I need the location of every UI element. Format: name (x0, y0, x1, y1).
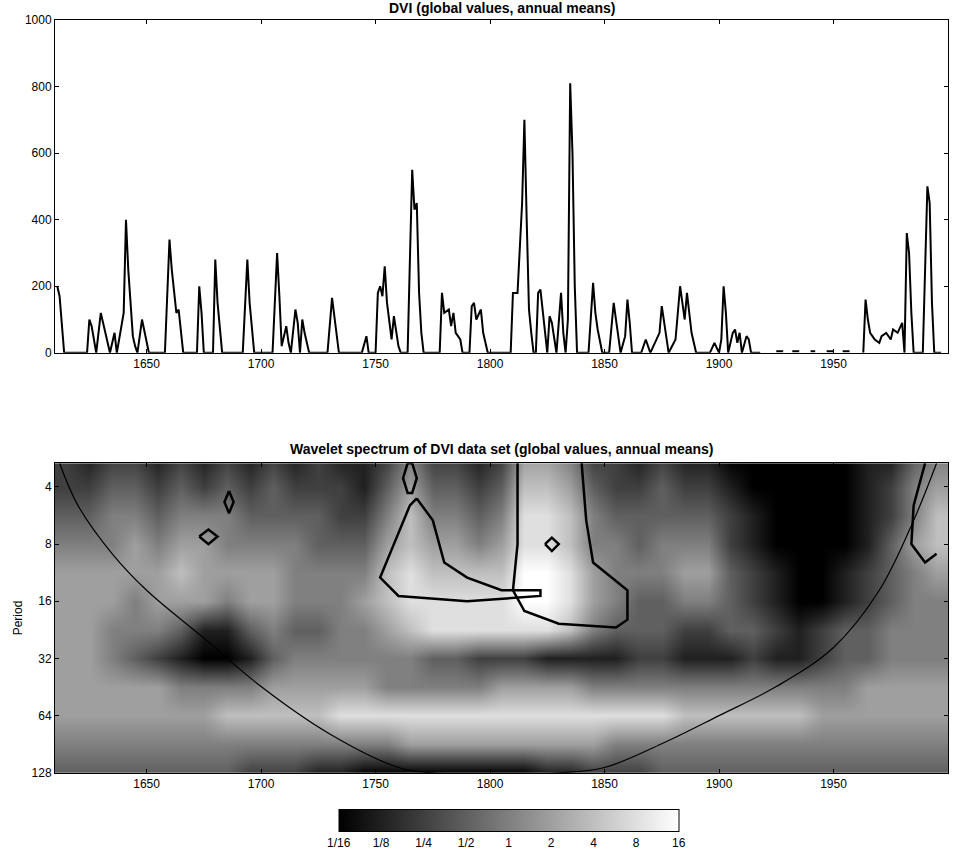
svg-text:DVI (global values, annual mea: DVI (global values, annual means) (389, 0, 615, 16)
svg-text:1/2: 1/2 (458, 836, 475, 850)
svg-text:1/8: 1/8 (373, 836, 390, 850)
svg-text:400: 400 (32, 213, 52, 227)
svg-text:1800: 1800 (477, 357, 504, 371)
svg-text:1/16: 1/16 (327, 836, 351, 850)
svg-text:1950: 1950 (820, 357, 847, 371)
svg-text:1650: 1650 (133, 357, 160, 371)
svg-text:1800: 1800 (477, 777, 504, 791)
svg-text:1700: 1700 (248, 357, 275, 371)
svg-text:4: 4 (45, 480, 52, 494)
svg-text:32: 32 (38, 652, 52, 666)
svg-text:1850: 1850 (591, 357, 618, 371)
svg-text:1750: 1750 (362, 777, 389, 791)
svg-text:4: 4 (590, 836, 597, 850)
svg-text:8: 8 (633, 836, 640, 850)
svg-text:1850: 1850 (591, 777, 618, 791)
svg-text:0: 0 (45, 346, 52, 360)
svg-text:Wavelet spectrum of DVI data s: Wavelet spectrum of DVI data set (global… (290, 441, 714, 457)
svg-text:200: 200 (32, 279, 52, 293)
svg-text:Period: Period (11, 601, 25, 636)
svg-text:1950: 1950 (820, 777, 847, 791)
svg-text:1: 1 (505, 836, 512, 850)
svg-text:1/4: 1/4 (415, 836, 432, 850)
svg-text:8: 8 (45, 537, 52, 551)
svg-text:16: 16 (672, 836, 686, 850)
svg-text:600: 600 (32, 146, 52, 160)
svg-text:1750: 1750 (362, 357, 389, 371)
svg-text:2: 2 (548, 836, 555, 850)
svg-text:128: 128 (32, 766, 52, 780)
svg-text:64: 64 (38, 709, 52, 723)
svg-text:1700: 1700 (248, 777, 275, 791)
svg-text:1650: 1650 (133, 777, 160, 791)
svg-text:800: 800 (32, 80, 52, 94)
svg-text:1900: 1900 (706, 777, 733, 791)
svg-text:1000: 1000 (25, 13, 52, 27)
svg-text:16: 16 (38, 594, 52, 608)
svg-text:1900: 1900 (706, 357, 733, 371)
